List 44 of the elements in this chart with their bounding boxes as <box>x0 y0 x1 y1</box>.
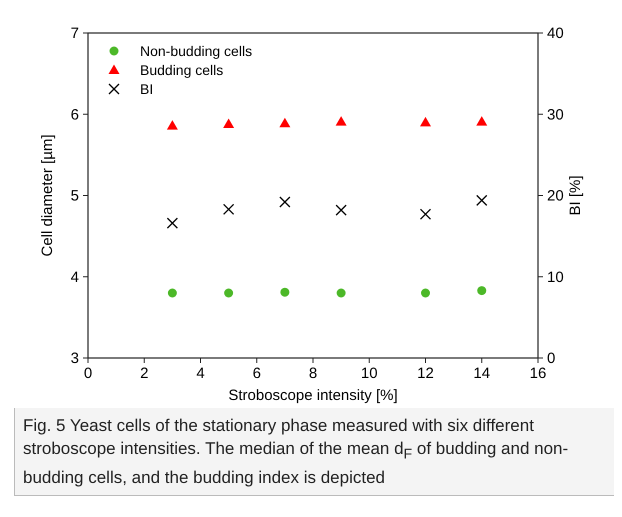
y-tick-label: 7 <box>70 25 79 42</box>
y-tick-label: 3 <box>70 350 79 367</box>
point <box>224 288 234 298</box>
legend-label: Non-budding cells <box>140 43 252 59</box>
point <box>476 194 488 206</box>
y-tick-label: 6 <box>70 106 79 124</box>
point <box>335 204 347 216</box>
x-axis-title: Stroboscope intensity [%] <box>228 387 398 404</box>
point <box>223 118 234 128</box>
legend-label: BI <box>140 81 154 97</box>
legend-label: Budding cells <box>140 62 224 78</box>
point <box>166 217 178 229</box>
y-tick-label: 5 <box>70 188 79 204</box>
y2-tick-label: 0 <box>547 350 556 367</box>
point <box>336 288 346 298</box>
point <box>166 120 178 130</box>
x-tick-label: 16 <box>530 365 546 382</box>
x-tick-label: 8 <box>308 365 318 382</box>
x-tick-label: 4 <box>196 365 205 382</box>
x-tick-label: 6 <box>252 365 261 382</box>
text: Fig. 5 Yeast cells of the stationary phase measured with six different stroboscope intensities. The median of the mean d$_{F}$ of budding and non-budding cells, and the budding index is depicted <box>23 416 568 488</box>
x-tick-label: 10 <box>360 365 378 382</box>
y2-axis-title: BI [%] <box>567 175 584 216</box>
point <box>421 288 430 298</box>
point <box>420 116 431 126</box>
x-tick-label: 2 <box>140 365 148 382</box>
point <box>420 208 432 220</box>
point <box>279 196 291 208</box>
point <box>477 286 486 296</box>
x-tick-label: 12 <box>417 365 434 382</box>
point <box>168 288 177 298</box>
x-tick-label: 0 <box>84 365 92 382</box>
y-axis-title: Cell diameter [µm] <box>39 134 56 257</box>
point <box>280 288 290 297</box>
x-tick-label: 14 <box>473 365 490 382</box>
y2-tick-label: 20 <box>547 188 564 204</box>
y2-tick-label: 40 <box>547 25 564 42</box>
point <box>476 116 488 126</box>
point <box>336 116 347 126</box>
y2-tick-label: 10 <box>547 268 564 286</box>
point <box>279 118 290 128</box>
point <box>222 204 234 215</box>
y-tick-label: 4 <box>70 268 79 286</box>
y2-tick-label: 30 <box>547 106 564 124</box>
